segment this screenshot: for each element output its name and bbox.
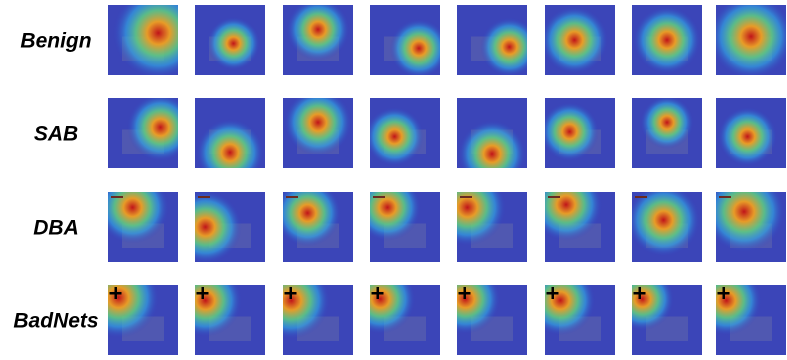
- heatmap-tile: [545, 5, 615, 75]
- heatmap-tile: [545, 192, 615, 262]
- heat-spot: [632, 5, 702, 75]
- heat-spot: [457, 5, 527, 75]
- heat-spot: [283, 285, 353, 355]
- heat-spot: [545, 5, 615, 75]
- heat-spot: [283, 192, 353, 262]
- heat-spot: [283, 5, 353, 75]
- heat-spot: [108, 192, 178, 262]
- row-label: SAB: [34, 123, 78, 146]
- heatmap-tile: [108, 98, 178, 168]
- row-label: Benign: [20, 30, 91, 53]
- heat-spot: [716, 98, 786, 168]
- trigger: [460, 196, 472, 198]
- trigger-h: [633, 292, 646, 295]
- heatmap-tile: [108, 285, 178, 355]
- heatmap-tile: [457, 285, 527, 355]
- heatmap-tile: [632, 98, 702, 168]
- heatmap-tile: [370, 285, 440, 355]
- trigger-h: [109, 292, 122, 295]
- trigger: [198, 196, 210, 198]
- trigger-h: [196, 292, 209, 295]
- heat-spot: [545, 285, 615, 355]
- heatmap-tile: [370, 192, 440, 262]
- heat-spot: [457, 285, 527, 355]
- heat-spot: [370, 285, 440, 355]
- trigger-h: [717, 292, 730, 295]
- heatmap-tile: [457, 98, 527, 168]
- heat-spot: [195, 192, 265, 262]
- heat-spot: [370, 5, 440, 75]
- heat-spot: [716, 285, 786, 355]
- heat-spot: [370, 98, 440, 168]
- heat-spot: [545, 192, 615, 262]
- row-label: DBA: [33, 217, 79, 240]
- heat-spot: [632, 285, 702, 355]
- heatmap-tile: [545, 285, 615, 355]
- trigger-h: [371, 292, 384, 295]
- heat-spot: [716, 5, 786, 75]
- heat-spot: [283, 98, 353, 168]
- trigger: [719, 196, 731, 198]
- heatmap-tile: [716, 192, 786, 262]
- heatmap-tile: [195, 98, 265, 168]
- heatmap-tile: [108, 5, 178, 75]
- heat-spot: [195, 98, 265, 168]
- heat-spot: [457, 98, 527, 168]
- trigger: [111, 196, 123, 198]
- heatmap-tile: [632, 192, 702, 262]
- heat-spot: [632, 98, 702, 168]
- trigger: [548, 196, 560, 198]
- heatmap-tile: [195, 192, 265, 262]
- heatmap-tile: [457, 5, 527, 75]
- trigger-h: [546, 292, 559, 295]
- heat-spot: [195, 5, 265, 75]
- heatmap-tile: [545, 98, 615, 168]
- heatmap-tile: [716, 98, 786, 168]
- heatmap-tile: [195, 5, 265, 75]
- trigger-h: [458, 292, 471, 295]
- heatmap-tile: [632, 285, 702, 355]
- heat-spot: [545, 98, 615, 168]
- trigger: [635, 196, 647, 198]
- trigger-h: [284, 292, 297, 295]
- heatmap-tile: [195, 285, 265, 355]
- heat-spot: [195, 285, 265, 355]
- heatmap-tile: [716, 5, 786, 75]
- heatmap-tile: [283, 192, 353, 262]
- heat-spot: [108, 5, 178, 75]
- heatmap-tile: [283, 5, 353, 75]
- row-label: BadNets: [13, 310, 98, 333]
- heat-spot: [716, 192, 786, 262]
- heatmap-tile: [370, 5, 440, 75]
- heat-spot: [457, 192, 527, 262]
- heat-spot: [370, 192, 440, 262]
- heat-spot: [108, 285, 178, 355]
- trigger: [373, 196, 385, 198]
- heatmap-tile: [283, 285, 353, 355]
- heatmap-tile: [716, 285, 786, 355]
- trigger: [286, 196, 298, 198]
- heatmap-tile: [108, 192, 178, 262]
- heatmap-tile: [457, 192, 527, 262]
- heatmap-tile: [370, 98, 440, 168]
- heat-spot: [108, 98, 178, 168]
- heatmap-tile: [283, 98, 353, 168]
- heat-spot: [632, 192, 702, 262]
- heatmap-tile: [632, 5, 702, 75]
